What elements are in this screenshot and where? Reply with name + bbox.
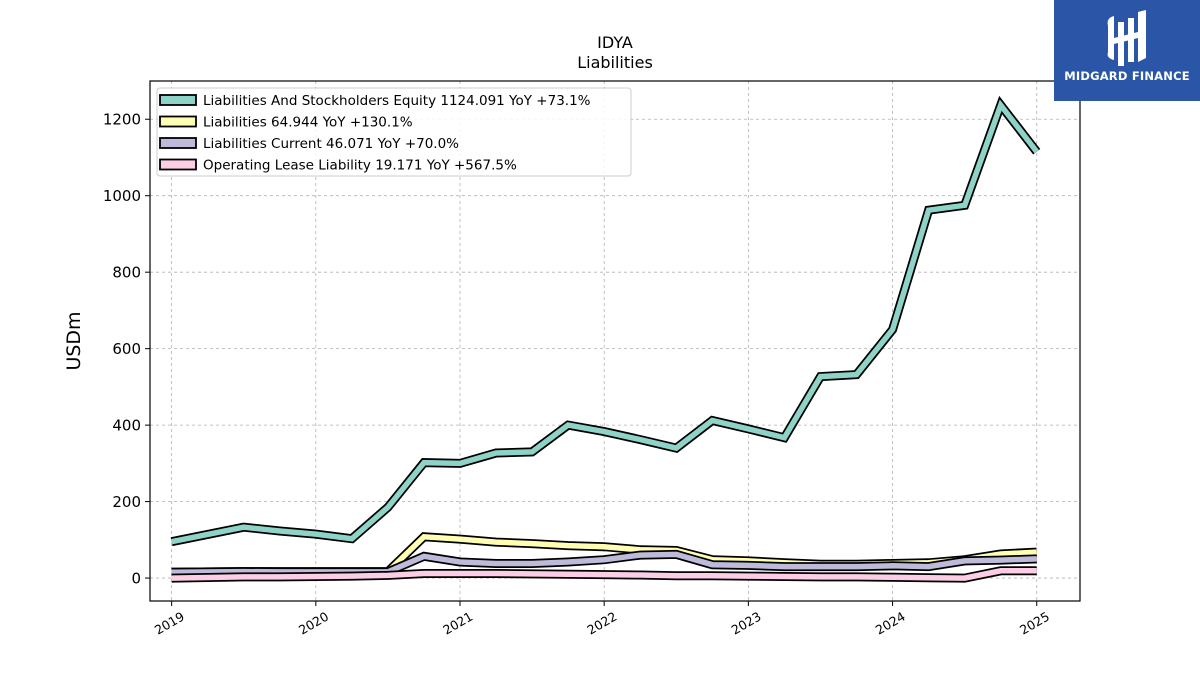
x-tick-label: 2025 (1017, 609, 1052, 638)
brand-name: MIDGARD FINANCE (1064, 69, 1190, 83)
legend-label: Operating Lease Liability 19.171 YoY +56… (203, 158, 517, 174)
legend-label: Liabilities Current 46.071 YoY +70.0% (203, 136, 459, 152)
x-tick-label: 2021 (440, 609, 475, 638)
x-tick-label: 2019 (152, 609, 187, 638)
y-tick-label: 600 (112, 340, 141, 358)
chart-subtitle: Liabilities (577, 53, 653, 72)
series-line-0 (171, 99, 1039, 545)
legend-swatch (159, 115, 197, 128)
legend: Liabilities And Stockholders Equity 1124… (156, 87, 632, 177)
chart-title: IDYA (597, 33, 633, 52)
y-tick-label: 800 (112, 264, 141, 282)
x-tick-label: 2020 (296, 609, 331, 638)
legend-label: Liabilities And Stockholders Equity 1124… (203, 93, 591, 109)
logo-mark-icon (1107, 10, 1146, 66)
x-tick-label: 2024 (873, 609, 908, 638)
y-tick-label: 1000 (103, 187, 141, 205)
y-axis-label: USDm (63, 311, 85, 370)
series-line-3 (171, 568, 1037, 581)
y-tick-label: 0 (131, 570, 141, 588)
plot-frame (149, 80, 1081, 602)
midgard-finance-logo: MIDGARD FINANCE (1054, 0, 1200, 101)
series-lines (170, 95, 1041, 583)
legend-label: Liabilities 64.944 YoY +130.1% (203, 115, 413, 131)
y-axis: 0 200 400 600 800 1000 1200 (103, 111, 150, 588)
legend-swatch (159, 158, 197, 171)
legend-box (156, 87, 632, 177)
x-tick-label: 2023 (729, 609, 764, 638)
y-tick-label: 400 (112, 417, 141, 435)
y-tick-label: 1200 (103, 111, 141, 129)
legend-swatch (159, 137, 197, 149)
x-tick-label: 2022 (584, 609, 619, 638)
legend-swatch (159, 94, 197, 106)
x-axis: 2019 2020 2021 2022 2023 2024 2025 (152, 601, 1052, 638)
y-tick-label: 200 (112, 493, 141, 511)
